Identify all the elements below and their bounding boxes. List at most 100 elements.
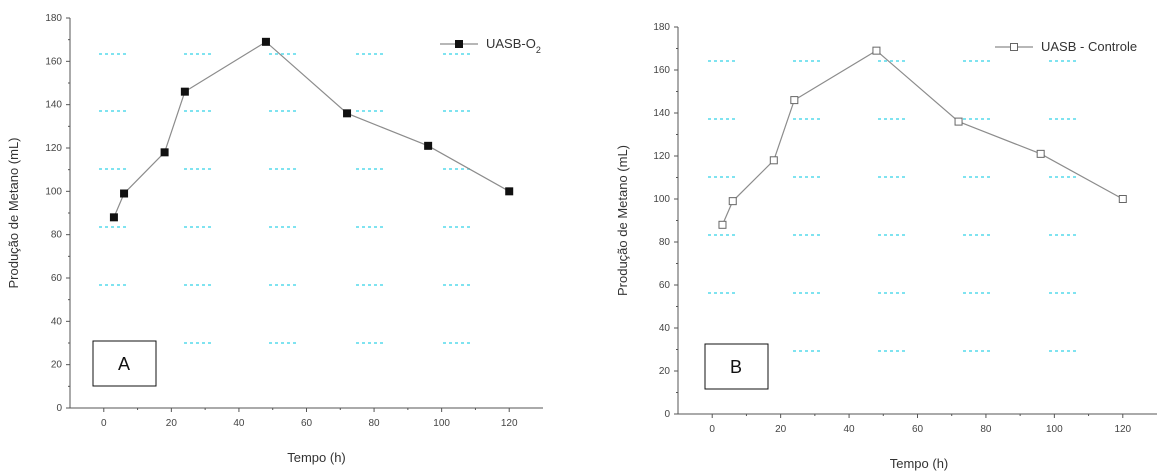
grid-dot: [461, 168, 464, 170]
grid-dot: [811, 234, 814, 236]
grid-dot: [380, 342, 383, 344]
grid-dot: [356, 226, 359, 228]
grid-dot: [1055, 176, 1058, 178]
grid-dot: [281, 226, 284, 228]
grid-dot: [190, 53, 193, 55]
grid-dot: [275, 110, 278, 112]
x-tick-label: 40: [844, 424, 856, 435]
grid-dot: [455, 53, 458, 55]
data-point: [718, 220, 727, 229]
grid-dot: [275, 53, 278, 55]
grid-dot: [817, 176, 820, 178]
grid-dot: [1061, 118, 1064, 120]
grid-dot: [455, 284, 458, 286]
grid-dot: [111, 53, 114, 55]
x-tick-label: 100: [433, 418, 450, 429]
grid-dot: [963, 350, 966, 352]
grid-dot: [99, 53, 102, 55]
grid-dot: [111, 110, 114, 112]
grid-dot: [714, 292, 717, 294]
x-tick-label: 0: [709, 424, 715, 435]
data-point: [160, 148, 169, 157]
x-axis-title: Tempo (h): [890, 456, 949, 471]
grid-dot: [111, 284, 114, 286]
y-tick-label: 100: [45, 186, 62, 197]
grid-dot: [902, 350, 905, 352]
grid-dot: [793, 292, 796, 294]
grid-dot: [362, 342, 365, 344]
grid-dot: [208, 226, 211, 228]
y-axis-title: Produção de Metano (mL): [6, 137, 21, 288]
grid-dot: [896, 60, 899, 62]
grid-dot: [1061, 350, 1064, 352]
grid-dot: [1073, 350, 1076, 352]
grid-dot: [714, 176, 717, 178]
grid-dot: [356, 342, 359, 344]
grid-dot: [190, 342, 193, 344]
data-point: [769, 156, 778, 165]
x-axis-title: Tempo (h): [287, 450, 346, 465]
grid-dot: [975, 234, 978, 236]
grid-dot: [368, 110, 371, 112]
data-point: [728, 197, 737, 206]
grid-dot: [269, 226, 272, 228]
y-tick-label: 160: [45, 56, 62, 67]
grid-dot: [987, 350, 990, 352]
grid-dot: [281, 284, 284, 286]
grid-dot: [987, 118, 990, 120]
grid-dot: [981, 176, 984, 178]
grid-dot: [1061, 60, 1064, 62]
grid-dot: [981, 350, 984, 352]
grid-dot: [1067, 234, 1070, 236]
y-tick-label: 0: [664, 409, 670, 420]
grid-dot: [287, 226, 290, 228]
grid-dot: [123, 226, 126, 228]
grid-dot: [811, 176, 814, 178]
grid-dot: [708, 234, 711, 236]
grid-dot: [1049, 350, 1052, 352]
grid-dot: [208, 168, 211, 170]
grid-dot: [368, 284, 371, 286]
grid-dot: [969, 350, 972, 352]
x-tick-label: 20: [775, 424, 787, 435]
grid-dot: [981, 292, 984, 294]
grid-dot: [123, 110, 126, 112]
series-line: [721, 49, 1124, 226]
grid-dot: [208, 284, 211, 286]
grid-dot: [799, 176, 802, 178]
grid-dot: [720, 60, 723, 62]
grid-dot: [969, 60, 972, 62]
panel-label-box: [704, 343, 769, 390]
grid-dot: [449, 168, 452, 170]
grid-dot: [105, 284, 108, 286]
grid-dot: [896, 234, 899, 236]
grid-dot: [732, 176, 735, 178]
grid-dot: [799, 60, 802, 62]
data-point: [424, 141, 433, 150]
y-tick-label: 40: [659, 323, 671, 334]
grid-dot: [1067, 60, 1070, 62]
x-tick-label: 60: [912, 424, 924, 435]
y-tick-label: 80: [659, 237, 671, 248]
grid-dot: [878, 234, 881, 236]
grid-dot: [467, 342, 470, 344]
grid-dot: [878, 176, 881, 178]
grid-dot: [732, 234, 735, 236]
grid-dot: [799, 292, 802, 294]
grid-dot: [987, 176, 990, 178]
grid-dot: [969, 118, 972, 120]
grid-dot: [208, 53, 211, 55]
data-point: [1036, 149, 1045, 158]
grid-dot: [287, 342, 290, 344]
grid-dot: [987, 292, 990, 294]
data-point: [790, 96, 799, 105]
grid-dot: [443, 342, 446, 344]
y-tick-label: 180: [45, 13, 62, 24]
grid-dot: [461, 110, 464, 112]
grid-dot: [287, 284, 290, 286]
grid-dot: [714, 60, 717, 62]
grid-dot: [117, 110, 120, 112]
grid-dot: [726, 234, 729, 236]
grid-dot: [443, 284, 446, 286]
y-axis-title: Produção de Metano (mL): [615, 145, 630, 296]
